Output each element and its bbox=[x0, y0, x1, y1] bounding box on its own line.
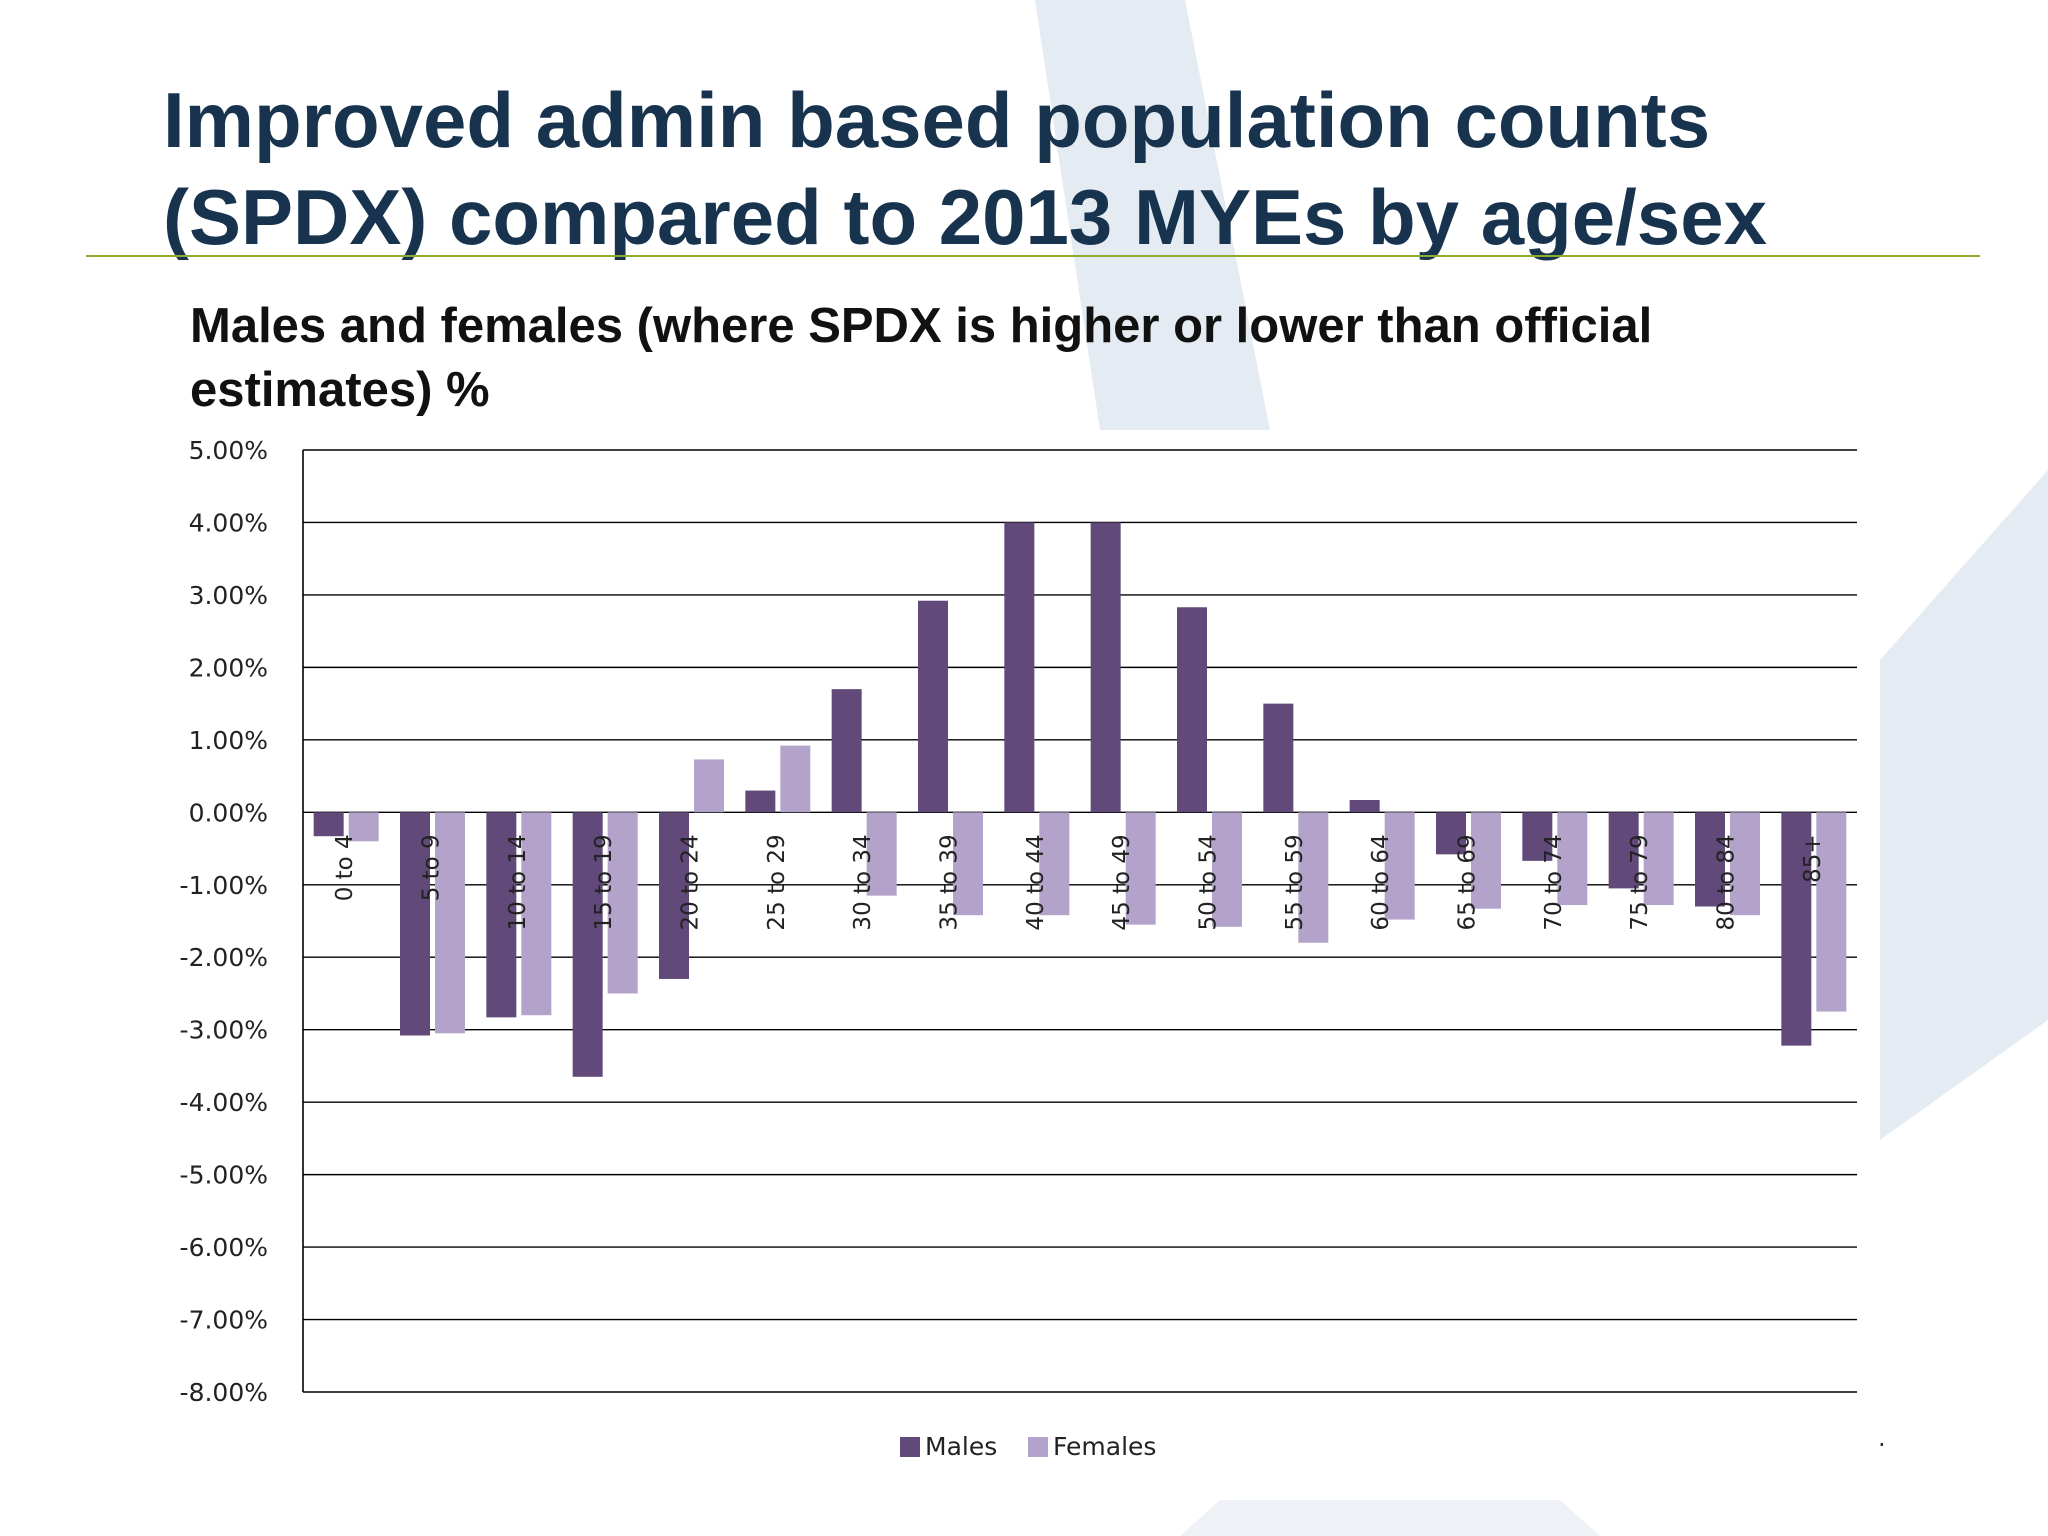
legend-swatch-males bbox=[900, 1437, 920, 1457]
slide-title: Improved admin based population counts (… bbox=[163, 76, 1767, 261]
bar-females-25-to-29 bbox=[780, 745, 811, 813]
bar-females-75-to-79 bbox=[1643, 812, 1674, 906]
category-label: 75 to 79 bbox=[1627, 834, 1653, 930]
category-label: 55 to 59 bbox=[1282, 834, 1308, 930]
y-tick-label: 4.00% bbox=[189, 508, 268, 537]
category-label: 60 to 64 bbox=[1368, 834, 1394, 930]
y-tick-label: 1.00% bbox=[189, 726, 268, 755]
category-label: 70 to 74 bbox=[1541, 834, 1567, 930]
category-label: 15 to 19 bbox=[591, 834, 617, 930]
bar-males-45-to-49 bbox=[1090, 522, 1121, 813]
y-tick-label: 3.00% bbox=[189, 581, 268, 610]
bar-females-30-to-34 bbox=[866, 812, 897, 896]
bar-females-15-to-19 bbox=[607, 812, 638, 994]
bar-males-80-to-84 bbox=[1695, 812, 1725, 907]
y-tick-label: -2.00% bbox=[180, 943, 268, 972]
bar-males-65-to-69 bbox=[1436, 812, 1466, 855]
bar-females-5-to-9 bbox=[435, 812, 465, 1034]
category-label: 65 to 69 bbox=[1455, 834, 1481, 930]
background-stripe-right bbox=[1880, 470, 2048, 1140]
category-label: 85+ bbox=[1800, 834, 1826, 883]
y-tick-label: 2.00% bbox=[189, 653, 268, 682]
y-tick-label: -6.00% bbox=[180, 1233, 268, 1262]
bar-females-35-to-39 bbox=[953, 812, 983, 916]
category-label: 80 to 84 bbox=[1714, 834, 1740, 930]
category-label: 45 to 49 bbox=[1109, 834, 1135, 930]
title-divider bbox=[86, 255, 1980, 257]
category-label: 35 to 39 bbox=[937, 834, 963, 930]
y-tick-label: 0.00% bbox=[189, 798, 268, 827]
bar-males-25-to-29 bbox=[745, 790, 776, 813]
category-label: 40 to 44 bbox=[1023, 834, 1049, 930]
background-stripe-large bbox=[1035, 0, 1270, 430]
bar-females-40-to-44 bbox=[1039, 812, 1070, 916]
y-tick-label: -8.00% bbox=[180, 1378, 268, 1407]
bar-females-80-to-84 bbox=[1730, 812, 1760, 916]
bar-females-55-to-59 bbox=[1298, 812, 1329, 943]
chart-subtitle: Males and females (where SPDX is higher … bbox=[190, 299, 1653, 417]
y-tick-label: -4.00% bbox=[180, 1088, 268, 1117]
bar-males-40-to-44 bbox=[1004, 522, 1035, 813]
bar-females-20-to-24 bbox=[694, 759, 724, 813]
bar-females-45-to-49 bbox=[1125, 812, 1156, 925]
y-tick-label: -7.00% bbox=[180, 1306, 268, 1335]
legend-swatch-females bbox=[1028, 1437, 1048, 1457]
bar-males-60-to-64 bbox=[1349, 799, 1380, 813]
bar-females-60-to-64 bbox=[1384, 812, 1415, 920]
bar-females-0-to-4 bbox=[348, 812, 379, 842]
bar-males-50-to-54 bbox=[1177, 607, 1207, 813]
category-label: 25 to 29 bbox=[764, 834, 790, 930]
bar-females-70-to-74 bbox=[1557, 812, 1588, 906]
stray-mark: . bbox=[1878, 1424, 1886, 1452]
category-label: 0 to 4 bbox=[332, 834, 358, 901]
bar-males-15-to-19 bbox=[572, 812, 603, 1077]
bar-females-85plus bbox=[1816, 812, 1847, 1012]
category-label: 50 to 54 bbox=[1196, 834, 1222, 930]
bar-males-30-to-34 bbox=[831, 689, 862, 813]
category-label: 5 to 9 bbox=[419, 834, 445, 901]
bar-females-50-to-54 bbox=[1212, 812, 1242, 927]
legend-label-females: Females bbox=[1053, 1432, 1156, 1461]
bar-males-35-to-39 bbox=[918, 600, 948, 813]
category-label: 20 to 24 bbox=[678, 834, 704, 930]
bar-males-10-to-14 bbox=[486, 812, 517, 1018]
bar-males-5-to-9 bbox=[400, 812, 430, 1036]
bar-males-85plus bbox=[1781, 812, 1812, 1046]
y-tick-label: -1.00% bbox=[180, 871, 268, 900]
bar-males-20-to-24 bbox=[659, 812, 689, 979]
legend-label-males: Males bbox=[925, 1432, 997, 1461]
category-label: 10 to 14 bbox=[505, 834, 531, 930]
category-label: 30 to 34 bbox=[850, 834, 876, 930]
bar-males-70-to-74 bbox=[1522, 812, 1553, 861]
bar-males-75-to-79 bbox=[1608, 812, 1639, 889]
y-tick-label: 5.00% bbox=[189, 436, 268, 465]
y-tick-label: -3.00% bbox=[180, 1016, 268, 1045]
background-stripe-bottom bbox=[1180, 1500, 1600, 1536]
bar-females-10-to-14 bbox=[521, 812, 552, 1016]
bar-females-65-to-69 bbox=[1471, 812, 1501, 909]
bar-males-55-to-59 bbox=[1263, 703, 1294, 813]
y-tick-label: -5.00% bbox=[180, 1161, 268, 1190]
bar-males-0-to-4 bbox=[313, 812, 344, 837]
